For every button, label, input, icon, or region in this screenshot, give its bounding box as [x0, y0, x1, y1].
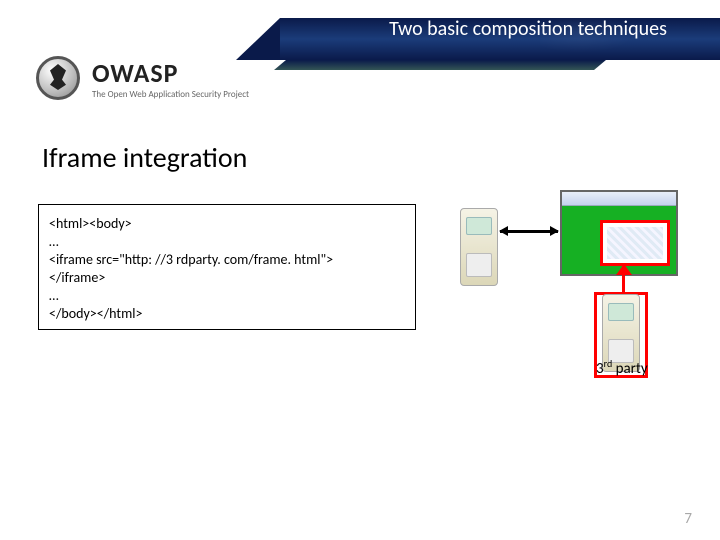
code-snippet-box: <html><body> … <iframe src="http: //3 rd… [38, 204, 416, 330]
code-line: <html><body> [49, 215, 405, 233]
slide: Two basic composition techniques OWASP T… [0, 0, 720, 540]
owasp-logo-icon [36, 56, 80, 100]
owasp-logo: OWASP The Open Web Application Security … [36, 56, 249, 100]
logo-name: OWASP [92, 57, 249, 89]
slide-title: Two basic composition techniques [368, 18, 688, 41]
code-line: </body></html> [49, 305, 405, 323]
page-number: 7 [684, 510, 692, 528]
title-banner: Two basic composition techniques OWASP T… [0, 0, 720, 98]
code-line: … [49, 233, 405, 251]
third-party-label: 3rd party [596, 357, 648, 378]
banner-under-stripe [274, 60, 606, 70]
iframe-highlight-box [600, 220, 670, 266]
owasp-logo-text: OWASP The Open Web Application Security … [92, 57, 249, 100]
diagram [452, 190, 688, 390]
code-line: … [49, 287, 405, 305]
browser-chrome [562, 192, 676, 206]
label-sup: rd [604, 357, 613, 370]
bidirectional-arrow-icon [500, 230, 558, 233]
logo-tagline: The Open Web Application Security Projec… [92, 89, 249, 100]
code-line: <iframe src="http: //3 rdparty. com/fram… [49, 251, 405, 269]
label-text: 3 [596, 360, 604, 378]
label-text: party [612, 360, 648, 378]
section-title: Iframe integration [42, 140, 247, 175]
origin-server-icon [460, 208, 498, 286]
code-line: </iframe> [49, 269, 405, 287]
